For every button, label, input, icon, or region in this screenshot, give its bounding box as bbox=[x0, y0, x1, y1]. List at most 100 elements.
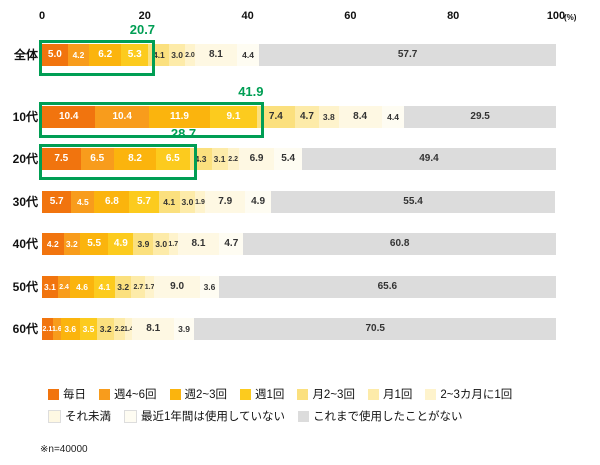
legend-swatch bbox=[48, 409, 61, 423]
segment-value: 3.1 bbox=[44, 281, 56, 292]
axis-unit-label: (%) bbox=[564, 13, 577, 22]
bar-segment: 3.1 bbox=[211, 148, 228, 170]
segment-value: 1.6 bbox=[52, 325, 62, 333]
segment-value: 4.6 bbox=[76, 281, 88, 292]
bar-row: 4.2 3.2 5.5 4.9 3.9 3.0 1.7 8.1 4.7 60.8 bbox=[42, 233, 556, 255]
segment-value: 3.6 bbox=[64, 323, 77, 334]
category-label: 40代 bbox=[12, 237, 38, 251]
segment-value: 6.5 bbox=[90, 153, 105, 164]
segment-value: 4.4 bbox=[387, 111, 399, 122]
legend-row: それ未満 最近1年間は使用していない これまで使用したことがない bbox=[48, 408, 592, 424]
highlight-box bbox=[39, 144, 197, 180]
legend-label: 最近1年間は使用していない bbox=[141, 411, 286, 423]
segment-value: 4.7 bbox=[299, 111, 314, 122]
legend-swatch bbox=[169, 388, 181, 400]
segment-value: 5.4 bbox=[281, 153, 296, 164]
segment-value: 2.1 bbox=[42, 325, 53, 333]
segment-value: 5.3 bbox=[127, 49, 142, 60]
bar-segment: 4.2 bbox=[42, 233, 64, 255]
bar-segment: 65.6 bbox=[218, 276, 556, 298]
legend-item: 週1回 bbox=[240, 386, 284, 402]
segment-value: 2.4 bbox=[59, 283, 69, 291]
bar-row: 10.4 10.4 11.9 9.1 7.4 4.7 3.8 8.4 4.4 29.5 bbox=[42, 106, 556, 128]
segment-value: 5.7 bbox=[137, 196, 151, 207]
bar-segment: 2.0 bbox=[184, 44, 196, 66]
legend-swatch bbox=[367, 388, 379, 400]
bar-segment: 8.1 bbox=[177, 233, 220, 255]
bar-segment: 5.3 bbox=[121, 44, 149, 66]
segment-value: 10.4 bbox=[58, 111, 79, 122]
bar-segment: 1.7 bbox=[144, 276, 155, 298]
legend-label: 週4~6回 bbox=[114, 389, 157, 401]
axis-tick-label: 60 bbox=[344, 10, 357, 22]
bar-segment: 3.8 bbox=[319, 106, 339, 128]
segment-value: 5.5 bbox=[87, 238, 102, 249]
segment-value: 3.6 bbox=[203, 281, 216, 292]
segment-value: 7.4 bbox=[268, 111, 283, 122]
bar-segment: 1.9 bbox=[195, 191, 205, 213]
bar-segment: 4.9 bbox=[245, 191, 271, 213]
category-label: 60代 bbox=[12, 322, 38, 336]
segment-value: 7.9 bbox=[218, 196, 233, 207]
segment-value: 4.1 bbox=[152, 49, 165, 60]
bar-row: 2.1 1.6 3.6 3.5 3.2 2.2 1.4 8.1 3.9 70.5 bbox=[42, 318, 557, 340]
segment-value: 1.7 bbox=[144, 283, 155, 291]
segment-value: 4.2 bbox=[46, 238, 59, 249]
bar-row: 7.5 6.5 8.2 6.5 4.3 3.1 2.2 6.9 5.4 49.4 bbox=[42, 148, 556, 170]
bar-segment: 1.4 bbox=[124, 318, 134, 340]
bar-segment: 3.2 bbox=[114, 276, 132, 298]
segment-value: 4.1 bbox=[163, 196, 176, 207]
category-label: 30代 bbox=[12, 195, 38, 209]
bar-segment: 4.1 bbox=[93, 276, 115, 298]
highlight-value: 41.9 bbox=[238, 84, 264, 99]
bar-segment: 2.2 bbox=[113, 318, 126, 340]
bar-segment: 2.4 bbox=[57, 276, 71, 298]
legend-label: 月1回 bbox=[382, 389, 413, 401]
legend-label: 2~3カ月に1回 bbox=[440, 389, 513, 401]
segment-value: 2.2 bbox=[114, 325, 125, 333]
bar-segment: 9.0 bbox=[154, 276, 201, 298]
legend-label: これまで使用したことがない bbox=[313, 411, 463, 423]
segment-value: 3.0 bbox=[181, 196, 194, 207]
segment-value: 3.2 bbox=[99, 323, 112, 334]
bar-segment: 70.5 bbox=[194, 318, 557, 340]
bar-segment: 9.1 bbox=[210, 106, 257, 128]
legend-swatch bbox=[240, 388, 252, 400]
bar-segment: 3.9 bbox=[174, 318, 195, 340]
segment-value: 2.7 bbox=[133, 283, 144, 291]
legend-item: これまで使用したことがない bbox=[298, 408, 463, 424]
bar-segment: 8.1 bbox=[132, 318, 175, 340]
segment-value: 3.9 bbox=[137, 238, 150, 249]
bar-segment: 6.2 bbox=[89, 44, 122, 66]
bar-row: 5.7 4.5 6.8 5.7 4.1 3.0 1.9 7.9 4.9 55.4 bbox=[42, 191, 556, 213]
highlight-value: 28.7 bbox=[170, 126, 197, 141]
legend-item: 月2~3回 bbox=[297, 386, 355, 402]
bar-segment: 4.4 bbox=[236, 44, 260, 66]
bar-segment: 8.1 bbox=[195, 44, 237, 66]
bar-segment: 10.4 bbox=[95, 106, 149, 128]
bar-segment: 3.1 bbox=[42, 276, 58, 298]
legend-swatch bbox=[425, 388, 437, 400]
bar-segment: 4.7 bbox=[294, 106, 320, 128]
segment-value: 8.4 bbox=[353, 111, 368, 122]
bar-segment: 10.4 bbox=[42, 106, 96, 128]
bar-segment: 3.5 bbox=[79, 318, 98, 340]
bar-segment: 8.4 bbox=[338, 106, 382, 128]
bar-segment: 5.7 bbox=[42, 191, 72, 213]
category-label: 50代 bbox=[12, 280, 38, 294]
legend-item: 2~3カ月に1回 bbox=[425, 386, 512, 402]
bar-segment: 3.2 bbox=[63, 233, 81, 255]
segment-value: 2.0 bbox=[185, 51, 195, 59]
bar-segment: 1.7 bbox=[168, 233, 178, 255]
bar-segment: 29.5 bbox=[404, 106, 556, 128]
segment-value: 4.7 bbox=[224, 238, 239, 249]
legend-swatch bbox=[124, 409, 137, 423]
segment-value: 6.8 bbox=[104, 196, 119, 207]
bar-segment: 2.1 bbox=[42, 318, 53, 340]
segment-value: 8.2 bbox=[128, 153, 142, 164]
bar-segment: 6.8 bbox=[94, 191, 130, 213]
segment-value: 3.0 bbox=[171, 49, 184, 60]
legend-item: 月1回 bbox=[367, 386, 413, 402]
bar-segment: 3.6 bbox=[200, 276, 219, 298]
